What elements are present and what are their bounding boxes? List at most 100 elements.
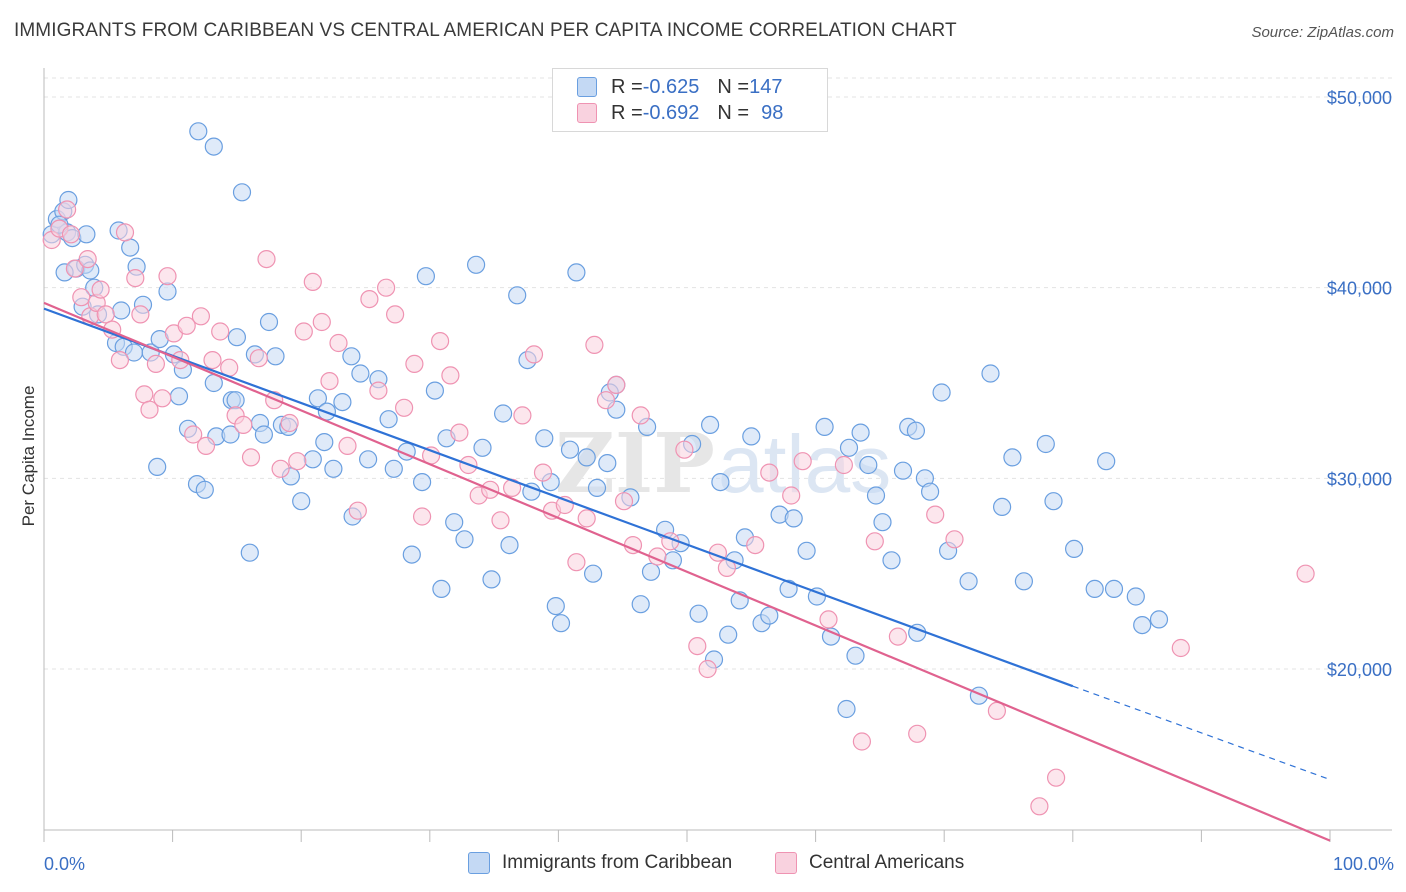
trend-line-central-americans (43, 301, 1331, 842)
data-point (689, 604, 708, 623)
data-point (746, 535, 765, 555)
data-point (455, 530, 474, 549)
legend-r-label: R = (611, 75, 643, 98)
data-point (204, 137, 223, 156)
data-point (908, 724, 927, 743)
data-point (1046, 768, 1066, 787)
data-point (249, 349, 268, 368)
data-point (959, 572, 978, 591)
data-point (131, 305, 150, 324)
legend-n-label: N = (717, 101, 750, 124)
gridlines (44, 77, 1392, 670)
data-point (257, 250, 276, 269)
data-point (859, 455, 878, 475)
data-point (294, 322, 313, 341)
data-point (221, 425, 240, 444)
data-point (920, 482, 940, 501)
data-point (227, 328, 246, 347)
data-point (1296, 564, 1315, 583)
data-point (1171, 638, 1190, 658)
data-point (779, 579, 798, 599)
data-point (351, 364, 370, 383)
data-point (567, 553, 586, 572)
data-point (893, 461, 913, 480)
legend-n-value: 98 (761, 101, 784, 124)
data-point (598, 454, 617, 473)
data-point (369, 381, 388, 400)
data-point (494, 404, 513, 423)
data-point (1085, 579, 1104, 599)
data-point (315, 433, 334, 452)
data-point (416, 267, 435, 286)
data-point (524, 345, 544, 364)
data-point (688, 636, 707, 656)
data-point (288, 452, 307, 471)
series-caribbean (42, 122, 1169, 719)
y-tick-label: $40,000 (1327, 279, 1392, 299)
data-point (1126, 587, 1145, 606)
data-point (467, 255, 486, 274)
data-point (1003, 448, 1022, 467)
data-point (587, 478, 607, 497)
data-point (158, 282, 177, 301)
data-point (1030, 797, 1049, 816)
data-point (110, 351, 130, 370)
legend-swatch-central-americans (577, 103, 597, 123)
data-point (631, 406, 650, 425)
data-point (126, 269, 145, 288)
data-point (329, 333, 348, 353)
legend-row-central-americans: R = -0.692 N = 98 (577, 101, 783, 125)
data-point (333, 393, 352, 412)
data-point (926, 505, 945, 524)
data-point (135, 385, 154, 404)
data-point (158, 267, 177, 286)
data-point (1014, 572, 1034, 591)
data-point (342, 347, 361, 366)
data-point (386, 305, 405, 324)
data-point (793, 452, 812, 471)
data-point (303, 450, 322, 469)
data-point (631, 595, 650, 614)
data-point (675, 440, 694, 459)
axis-labels: $20,000 $30,000 $40,000 $50,000 0.0% 100.0% Pe… (19, 88, 1394, 874)
data-point (195, 480, 214, 499)
bottom-legend-caribbean: Immigrants from Caribbean (468, 852, 732, 874)
data-point (482, 570, 501, 589)
data-point (91, 280, 110, 299)
data-point (906, 421, 926, 440)
data-point (1104, 579, 1124, 599)
legend-swatch-caribbean (577, 77, 597, 97)
data-point (834, 455, 854, 475)
data-point (851, 423, 870, 442)
trend-lines (43, 301, 1331, 842)
data-point (184, 425, 203, 444)
data-point (338, 436, 357, 455)
data-point (360, 290, 379, 309)
legend-r-label: R = (611, 101, 643, 124)
data-point (96, 305, 115, 324)
data-point (196, 436, 216, 455)
data-point (425, 381, 444, 400)
data-point (932, 383, 951, 402)
data-point (852, 732, 872, 751)
data-point (1133, 615, 1152, 635)
data-point (945, 530, 964, 549)
data-point (431, 332, 450, 351)
x-tick-label-min: 0.0% (44, 854, 85, 874)
data-point (614, 492, 634, 511)
data-point (312, 312, 331, 332)
data-point (1097, 452, 1116, 471)
data-point (719, 625, 738, 644)
data-point (203, 351, 222, 370)
data-point (292, 492, 311, 511)
data-point (402, 545, 421, 564)
data-point (241, 448, 261, 467)
data-point (77, 225, 96, 244)
y-tick-label: $50,000 (1327, 88, 1392, 108)
data-point (882, 551, 901, 570)
data-point (865, 532, 884, 551)
bottom-legend-central-americans: Central Americans (775, 852, 964, 874)
data-point (259, 312, 279, 332)
data-point (577, 509, 596, 528)
